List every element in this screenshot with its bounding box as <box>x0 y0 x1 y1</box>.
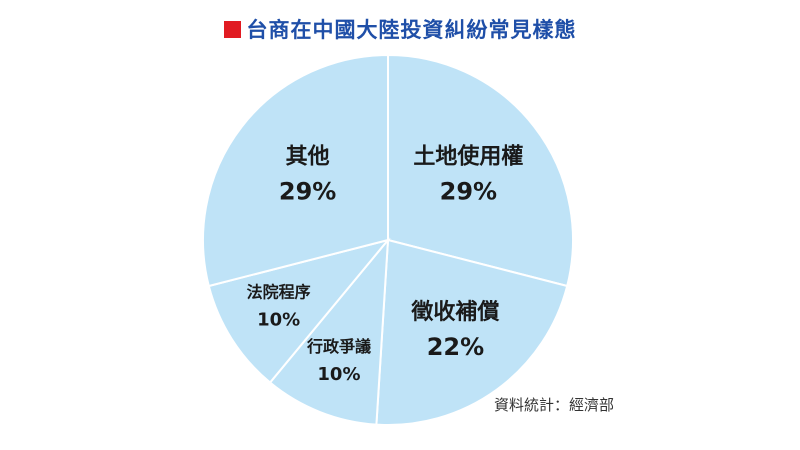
pie-slice-2 <box>375 238 569 426</box>
slice-value-2: 22% <box>427 333 484 361</box>
slice-value-3: 10% <box>317 364 360 385</box>
slice-label-3: 行政爭議 <box>306 337 371 356</box>
pie-slice-5 <box>202 53 389 288</box>
slice-value-4: 10% <box>257 309 300 330</box>
slice-label-2: 徵收補償 <box>410 299 499 325</box>
slice-value-5: 29% <box>279 178 336 206</box>
slice-value-1: 29% <box>440 178 497 206</box>
source-note: 資料統計：經濟部 <box>494 396 615 414</box>
slice-label-4: 法院程序 <box>247 282 311 301</box>
slice-label-5: 其他 <box>286 145 330 170</box>
title-row: 台商在中國大陸投資糾紛常見樣態 <box>0 14 800 44</box>
slice-label-1: 土地使用權 <box>413 144 523 170</box>
pie-slice-3 <box>268 236 390 426</box>
pie-slice-4 <box>207 238 391 384</box>
red-square-icon <box>223 20 241 38</box>
chart-title: 台商在中國大陸投資糾紛常見樣態 <box>246 18 577 42</box>
pie-slice-1 <box>387 53 574 288</box>
